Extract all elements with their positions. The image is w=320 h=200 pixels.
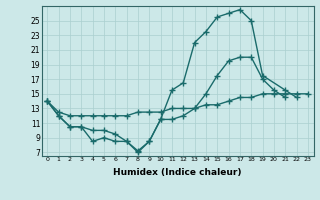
X-axis label: Humidex (Indice chaleur): Humidex (Indice chaleur) <box>113 168 242 177</box>
